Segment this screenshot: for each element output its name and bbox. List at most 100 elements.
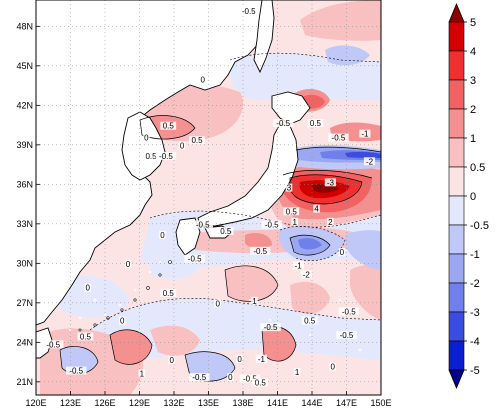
contour-label-bg xyxy=(300,270,312,279)
contour-label-bg xyxy=(118,316,126,325)
contour-label-bg xyxy=(283,207,300,216)
map-axes: 120E 123E 126E 129E 132E 135E 138E 141E 144E 147E… xyxy=(16,21,391,408)
colorbar-bottom-arrow xyxy=(448,369,465,390)
land-mask xyxy=(36,0,311,359)
contour-label: 0 xyxy=(180,141,185,150)
contour-label-bg xyxy=(43,340,64,349)
contour-label: -0.5 xyxy=(342,307,356,316)
colorbar-swatch xyxy=(448,137,465,168)
colorbar-label: -5 xyxy=(470,365,480,377)
contour-label-bg xyxy=(160,121,177,130)
contour-label: -1 xyxy=(258,355,266,364)
anomaly-field xyxy=(36,0,381,395)
contour-label-bg xyxy=(338,307,359,316)
contour-label: 0 xyxy=(237,355,242,364)
contour-label-bg xyxy=(301,316,318,325)
contour-label: -0.5 xyxy=(242,7,256,16)
colorbar-swatch xyxy=(448,282,465,313)
contour-label-bg xyxy=(124,259,132,268)
contour-label: -0.5 xyxy=(69,367,83,376)
contour-label-bg xyxy=(184,254,205,263)
contour-label: -0.5 xyxy=(159,152,173,161)
contour-label: -0.5 xyxy=(188,255,202,264)
contour-label-bg xyxy=(292,261,304,270)
contour-label: 0.5 xyxy=(286,207,298,216)
contour-label: 0.5 xyxy=(80,332,92,341)
contour-label-bg xyxy=(324,178,336,187)
lon-tick-label: 135E xyxy=(198,398,219,408)
contour-label: -0.5 xyxy=(264,323,278,332)
contour-label: 0 xyxy=(340,248,345,257)
contour-label: 3 xyxy=(287,184,292,193)
contour-label-bg xyxy=(199,75,207,84)
contour-label-bg xyxy=(252,378,269,387)
lat-tick-label: 48N xyxy=(16,21,33,31)
colorbar-label: -1 xyxy=(470,249,480,261)
contour-label: 0 xyxy=(120,317,125,326)
colorbar-label: -2 xyxy=(470,278,480,290)
contour-label: 2 xyxy=(328,218,333,227)
contour-label: -3 xyxy=(327,178,335,187)
contour-label-bg xyxy=(168,356,175,365)
contour-label-bg xyxy=(338,248,346,257)
contour-label: 1 xyxy=(293,218,298,227)
contour-label-bg xyxy=(239,374,261,383)
contour-label-bg xyxy=(359,129,371,138)
colorbar-label: 0.5 xyxy=(470,162,485,174)
contour-label-bg xyxy=(143,133,150,142)
contour-label: -0.5 xyxy=(332,134,346,143)
contour-label-bg xyxy=(236,354,243,363)
contour-labels: -0.500.5 -0.500.50.50-0.5 0.5-0.5 -1-2-3342… xyxy=(43,7,376,387)
colorbar-swatch xyxy=(448,166,465,197)
colorbar-label: 1 xyxy=(470,133,476,145)
lat-tick-label: 21N xyxy=(16,377,33,387)
contour-label: 1 xyxy=(252,297,257,306)
contour-label-bg xyxy=(189,373,210,382)
colorbar: 5 4 3 2 1 0.5 0 -0.5 -1 -2 -3 -4 -5 xyxy=(448,2,489,390)
contour-label-bg xyxy=(159,231,166,239)
contour-label-bg xyxy=(261,220,282,229)
contour-label-bg xyxy=(238,7,259,16)
lon-tick-label: 147E xyxy=(336,398,357,408)
contour-label-bg xyxy=(84,283,92,292)
contour-label-bg xyxy=(155,152,177,160)
contour-label: 4 xyxy=(314,205,319,214)
contour-label: -2 xyxy=(303,271,311,280)
lon-tick-label: 126E xyxy=(94,398,115,408)
contour-label: -0.5 xyxy=(46,340,60,349)
contour-label-bg xyxy=(138,369,146,378)
colorbar-swatch xyxy=(448,311,465,342)
contour-label-bg xyxy=(255,354,267,363)
lat-tick-label: 27N xyxy=(16,298,33,308)
colorbar-swatch xyxy=(448,108,465,139)
colorbar-swatch xyxy=(448,50,465,81)
lat-tick-label: 45N xyxy=(16,61,33,71)
contour-label: 0.5 xyxy=(163,289,175,298)
contour-label-bg xyxy=(313,204,320,213)
contour-label-bg xyxy=(250,246,271,255)
contour-label: 0.5 xyxy=(255,378,267,387)
contour-label: 1 xyxy=(140,369,145,378)
contour-label-bg xyxy=(285,183,293,192)
contour-label-bg xyxy=(260,323,281,332)
contour-label: -1 xyxy=(295,261,303,270)
contour-label-bg xyxy=(328,133,349,142)
colorbar-label: 0 xyxy=(470,191,476,203)
lon-tick-label: 144E xyxy=(301,398,322,408)
contour-label-bg xyxy=(363,157,376,166)
contour-label-bg xyxy=(291,217,299,226)
contour-label-bg xyxy=(77,332,94,341)
contour-label-bg xyxy=(227,373,234,382)
contour-label: 0 xyxy=(330,363,335,372)
lat-tick-label: 33N xyxy=(16,219,33,229)
colorbar-label: 5 xyxy=(470,17,476,29)
lat-tick-label: 30N xyxy=(16,258,33,268)
contour-label-bg xyxy=(160,288,177,297)
contour-label: -0.5 xyxy=(276,119,290,128)
contour-label: -0.5 xyxy=(265,220,279,229)
contour-label: 0.5 xyxy=(310,119,322,128)
contour-label-bg xyxy=(293,367,301,376)
contour-label: 0 xyxy=(215,299,220,308)
